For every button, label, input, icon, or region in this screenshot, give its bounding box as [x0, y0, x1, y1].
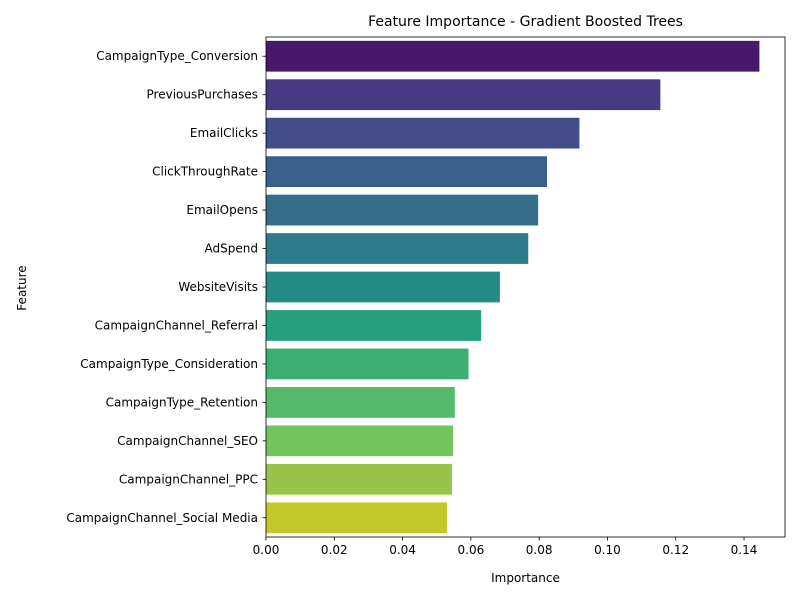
x-axis-ticks: 0.00 0.02 0.04 0.06 0.08 0.10 0.12 0.14: [253, 537, 758, 557]
bar: [266, 502, 447, 534]
axes-frame: [265, 36, 786, 538]
bar: [266, 271, 500, 303]
x-tick-label: 0.04: [389, 543, 416, 557]
y-tick-label: CampaignType_Conversion: [96, 49, 258, 63]
y-tick-label: CampaignChannel_PPC: [119, 472, 258, 486]
x-tick-label: 0.02: [321, 543, 348, 557]
y-axis-label: Feature: [15, 265, 29, 310]
bar: [266, 310, 482, 341]
x-tick-label: 0.12: [662, 543, 689, 557]
chart-title: Feature Importance - Gradient Boosted Tr…: [368, 14, 683, 30]
bar: [266, 463, 453, 495]
y-tick-label: CampaignType_Retention: [106, 395, 258, 409]
y-tick-label: EmailOpens: [186, 203, 258, 217]
y-tick-label: ClickThroughRate: [152, 165, 258, 179]
y-tick-label: CampaignChannel_Referral: [95, 318, 258, 332]
x-tick-label: 0.00: [253, 543, 280, 557]
x-tick-label: 0.14: [731, 543, 758, 557]
x-axis-label: Importance: [491, 571, 560, 585]
y-tick-label: CampaignChannel_SEO: [117, 434, 258, 448]
bar: [266, 387, 455, 418]
bar: [266, 425, 454, 457]
bar: [266, 117, 580, 149]
x-tick-label: 0.10: [594, 543, 621, 557]
y-tick-label: EmailClicks: [190, 126, 258, 140]
y-tick-label: PreviousPurchases: [147, 88, 258, 102]
plot-frame: [265, 36, 786, 538]
x-tick-label: 0.06: [458, 543, 485, 557]
bar: [266, 233, 529, 264]
y-tick-label: WebsiteVisits: [178, 280, 258, 294]
x-tick-label: 0.08: [526, 543, 553, 557]
bar: [266, 40, 760, 72]
y-tick-label: AdSpend: [205, 242, 258, 256]
bar: [266, 156, 548, 187]
bar: [266, 194, 539, 226]
bars-group: [266, 40, 760, 534]
y-tick-label: CampaignChannel_Social Media: [66, 511, 258, 525]
y-axis-ticks: CampaignType_Conversion PreviousPurchases…: [66, 49, 266, 525]
y-tick-label: CampaignType_Consideration: [80, 357, 258, 371]
bar: [266, 348, 469, 380]
bar: [266, 79, 661, 111]
